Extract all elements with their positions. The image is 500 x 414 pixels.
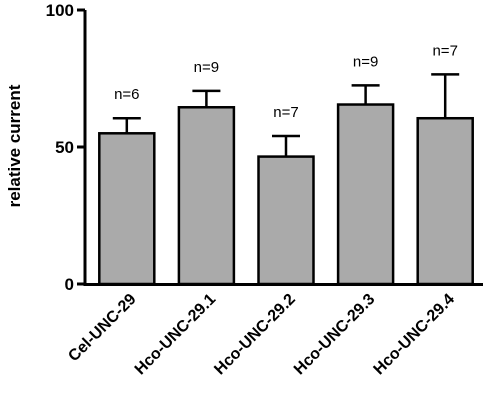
sample-size-label: n=7 <box>273 104 298 121</box>
y-axis-label: relative current <box>5 84 24 207</box>
sample-size-label: n=7 <box>432 42 457 59</box>
bar <box>416 116 474 286</box>
x-tick-label: Cel-UNC-29 <box>65 291 139 365</box>
bar <box>257 155 315 286</box>
sample-size-label: n=6 <box>114 86 139 103</box>
y-tick-label: 0 <box>65 275 74 294</box>
y-tick-label: 50 <box>55 138 74 157</box>
sample-size-label: n=9 <box>353 53 378 70</box>
bar <box>336 103 395 286</box>
x-tick-label: Hco-UNC-29.3 <box>291 291 379 379</box>
x-tick-label: Hco-UNC-29.1 <box>132 291 220 379</box>
sample-size-label: n=9 <box>194 59 219 76</box>
x-tick-label: Hco-UNC-29.4 <box>371 291 459 379</box>
bar <box>177 106 236 286</box>
bar <box>98 132 156 286</box>
x-tick-label: Hco-UNC-29.2 <box>211 291 299 379</box>
y-tick-label: 100 <box>46 1 74 20</box>
